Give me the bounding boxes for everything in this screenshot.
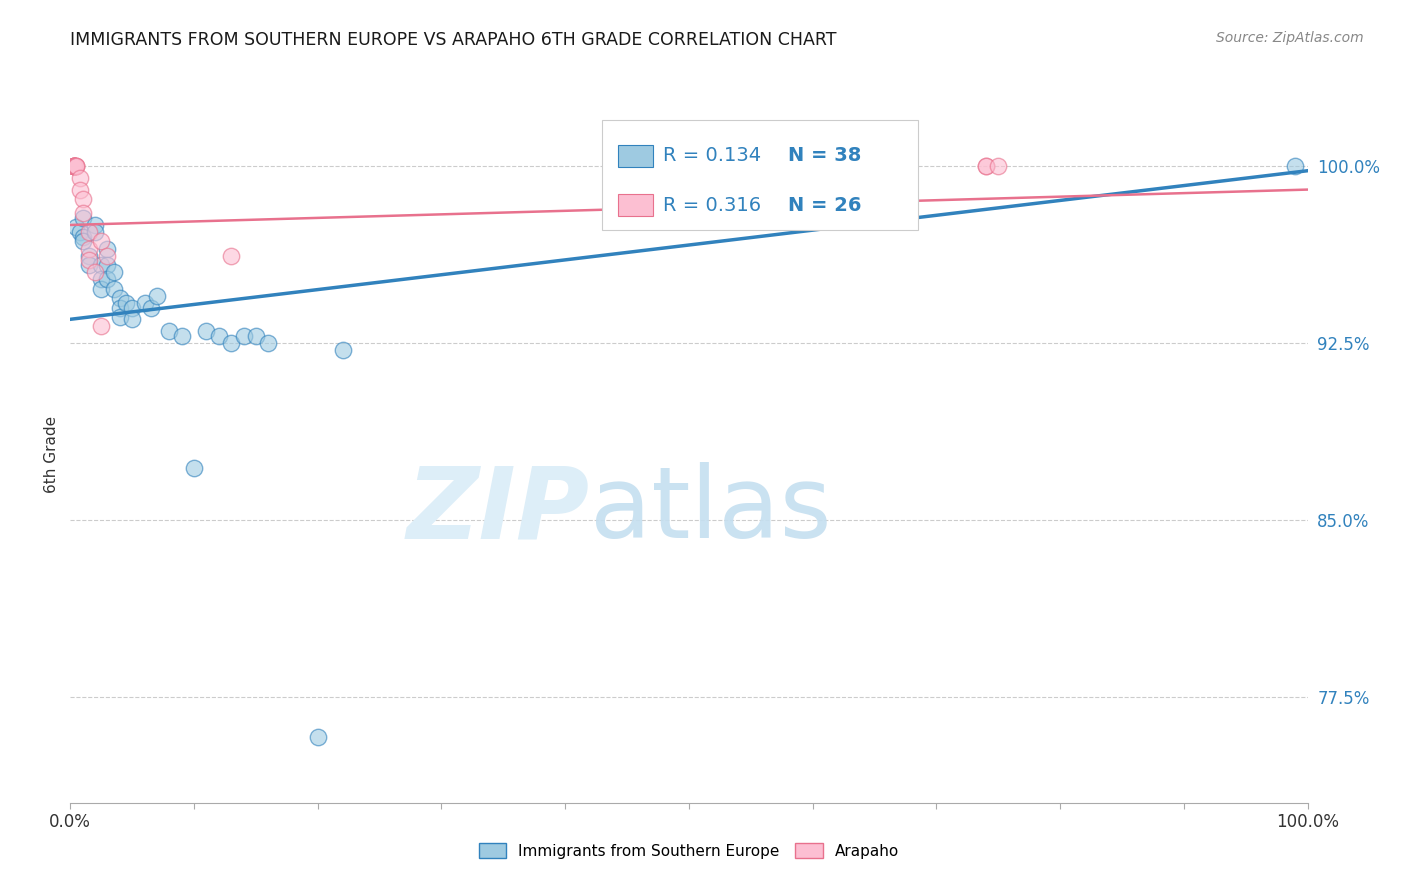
Point: [96, 272, 118, 286]
Point: [65, 159, 87, 173]
Text: Source: ZipAtlas.com: Source: ZipAtlas.com: [1216, 31, 1364, 45]
Point: [63, 159, 86, 173]
Point: [96, 258, 118, 272]
Point: [77, 225, 100, 239]
Point: [69, 170, 91, 185]
Point: [72, 206, 94, 220]
Point: [219, 249, 242, 263]
Point: [77, 249, 100, 263]
Point: [139, 301, 162, 315]
Point: [63, 159, 86, 173]
Point: [332, 343, 354, 357]
FancyBboxPatch shape: [619, 145, 652, 167]
FancyBboxPatch shape: [602, 120, 918, 230]
Point: [245, 328, 267, 343]
Point: [63, 159, 86, 173]
Text: IMMIGRANTS FROM SOUTHERN EUROPE VS ARAPAHO 6TH GRADE CORRELATION CHART: IMMIGRANTS FROM SOUTHERN EUROPE VS ARAPA…: [70, 31, 837, 49]
Point: [121, 312, 143, 326]
Point: [219, 335, 242, 350]
Point: [90, 235, 112, 249]
Text: N = 26: N = 26: [787, 195, 862, 215]
Point: [72, 235, 94, 249]
Point: [72, 229, 94, 244]
Point: [72, 211, 94, 225]
Point: [108, 310, 131, 324]
Point: [69, 225, 91, 239]
Point: [232, 328, 254, 343]
Point: [77, 242, 100, 256]
Point: [63, 159, 86, 173]
Point: [134, 295, 156, 310]
Point: [208, 328, 231, 343]
FancyBboxPatch shape: [619, 194, 652, 217]
Point: [72, 192, 94, 206]
Point: [183, 461, 205, 475]
Point: [63, 159, 86, 173]
Point: [90, 319, 112, 334]
Text: R = 0.316: R = 0.316: [664, 195, 761, 215]
Text: N = 38: N = 38: [787, 146, 862, 165]
Point: [77, 253, 100, 268]
Point: [63, 159, 86, 173]
Point: [90, 258, 112, 272]
Point: [103, 265, 125, 279]
Text: atlas: atlas: [591, 462, 831, 559]
Y-axis label: 6th Grade: 6th Grade: [44, 417, 59, 493]
Point: [121, 301, 143, 315]
Point: [740, 159, 762, 173]
Point: [63, 159, 86, 173]
Point: [157, 324, 180, 338]
Point: [65, 220, 87, 235]
Point: [65, 159, 87, 173]
Text: ZIP: ZIP: [406, 462, 591, 559]
Point: [108, 301, 131, 315]
Point: [90, 272, 112, 286]
Point: [65, 159, 87, 173]
Point: [974, 159, 997, 173]
Point: [84, 225, 107, 239]
Point: [90, 282, 112, 296]
Text: R = 0.134: R = 0.134: [664, 146, 761, 165]
Point: [96, 242, 118, 256]
Point: [115, 295, 138, 310]
Point: [307, 730, 329, 744]
Point: [96, 249, 118, 263]
Point: [170, 328, 193, 343]
Point: [146, 289, 169, 303]
Point: [987, 159, 1010, 173]
Point: [1284, 159, 1306, 173]
Point: [257, 335, 280, 350]
Point: [195, 324, 218, 338]
Point: [103, 282, 125, 296]
Legend: Immigrants from Southern Europe, Arapaho: Immigrants from Southern Europe, Arapaho: [472, 837, 905, 864]
Point: [84, 265, 107, 279]
Point: [84, 218, 107, 232]
Point: [974, 159, 997, 173]
Point: [108, 291, 131, 305]
Point: [77, 258, 100, 272]
Point: [69, 183, 91, 197]
